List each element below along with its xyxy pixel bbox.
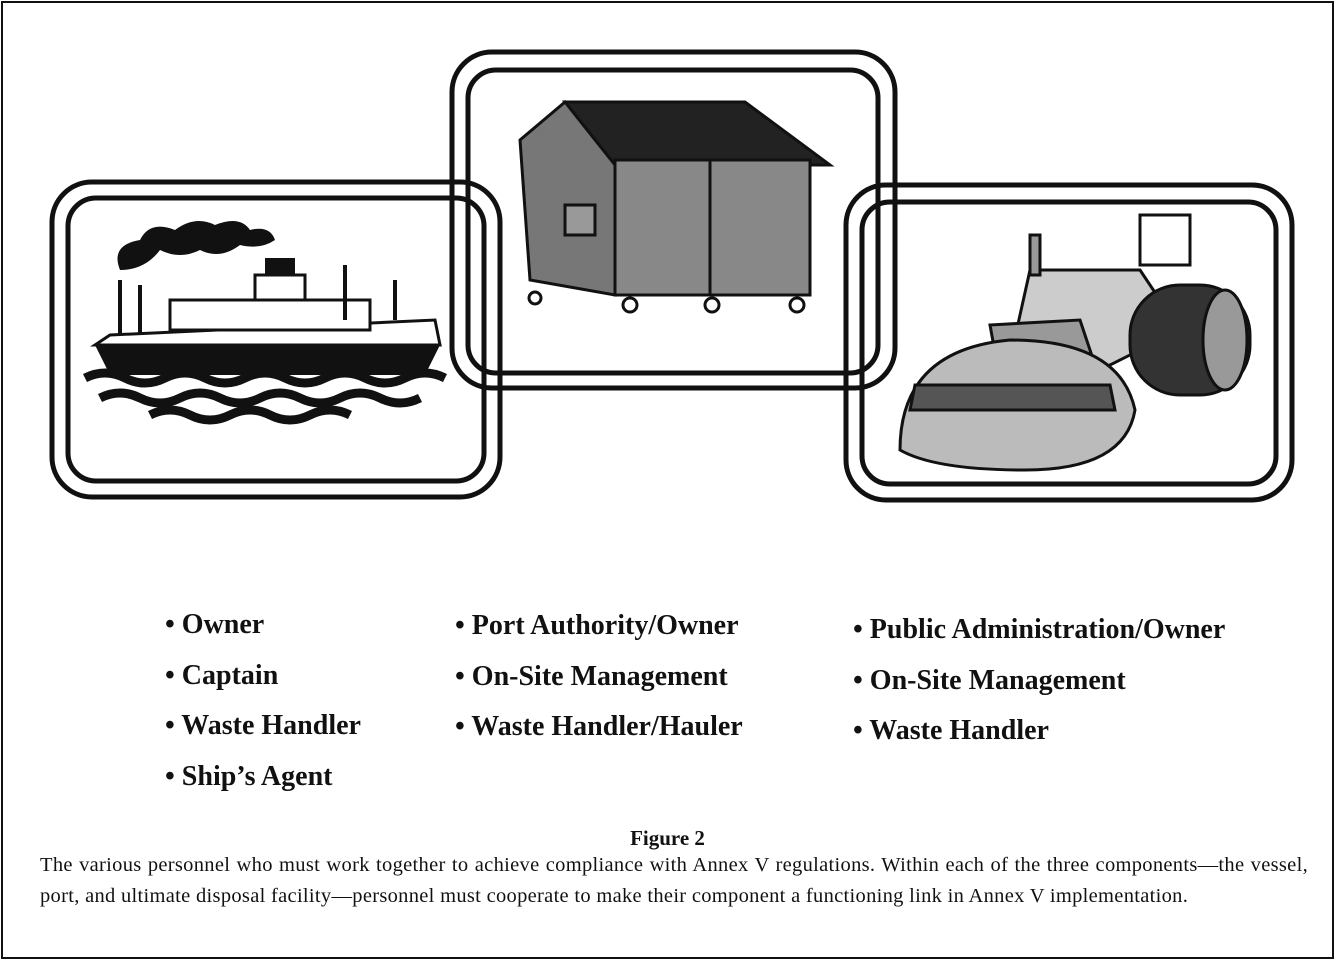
figure-page: • Owner• Captain• Waste Handler• Ship’s …	[0, 0, 1335, 960]
personnel-item: • Captain	[165, 661, 361, 712]
figure-label: Figure 2	[0, 826, 1335, 851]
figure-caption: The various personnel who must work toge…	[40, 850, 1308, 912]
personnel-item: • Waste Handler	[165, 711, 361, 762]
personnel-column: • Owner• Captain• Waste Handler• Ship’s …	[165, 610, 361, 812]
illustration	[0, 0, 1335, 960]
dumpster-icon	[520, 102, 830, 312]
personnel-item: • Public Administration/Owner	[853, 615, 1225, 666]
personnel-item: • Ship’s Agent	[165, 762, 361, 813]
personnel-column: • Port Authority/Owner• On-Site Manageme…	[455, 611, 743, 763]
ship-icon	[85, 221, 445, 420]
landfill-icon	[900, 215, 1250, 470]
personnel-item: • Owner	[165, 610, 361, 661]
personnel-item: • On-Site Management	[455, 662, 743, 713]
personnel-item: • Waste Handler/Hauler	[455, 712, 743, 763]
personnel-item: • Waste Handler	[853, 716, 1225, 767]
personnel-column: • Public Administration/Owner• On-Site M…	[853, 615, 1225, 767]
personnel-item: • Port Authority/Owner	[455, 611, 743, 662]
personnel-item: • On-Site Management	[853, 666, 1225, 717]
